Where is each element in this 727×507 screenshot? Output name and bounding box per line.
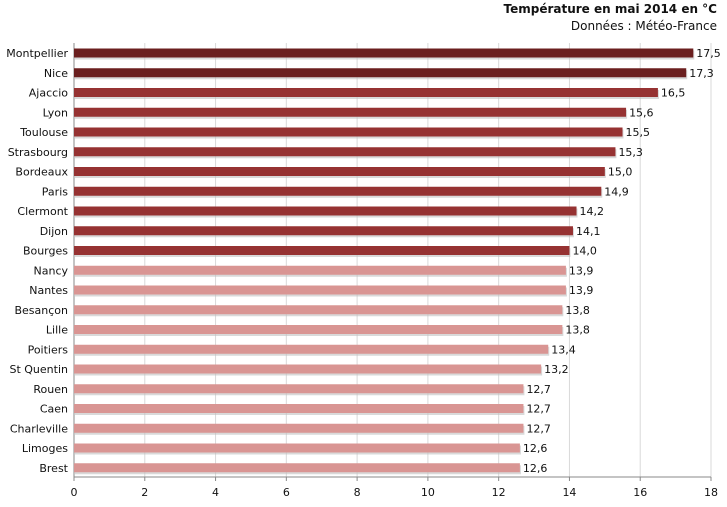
category-label: St Quentin bbox=[9, 363, 68, 376]
value-label: 13,8 bbox=[565, 304, 590, 317]
value-label: 12,6 bbox=[523, 442, 548, 455]
category-label: Bordeaux bbox=[15, 166, 68, 179]
chart-subtitle: Données : Météo-France bbox=[570, 19, 717, 33]
category-label: Nantes bbox=[29, 284, 68, 297]
value-label: 16,5 bbox=[661, 87, 686, 100]
bar-ajaccio bbox=[74, 88, 658, 97]
value-label: 15,5 bbox=[626, 126, 651, 139]
value-label: 12,6 bbox=[523, 462, 548, 475]
x-tick-label: 0 bbox=[71, 486, 78, 499]
bar-montpellier bbox=[74, 48, 694, 58]
bar-brest bbox=[74, 463, 520, 473]
x-tick-label: 12 bbox=[492, 486, 506, 499]
category-label: Lyon bbox=[43, 106, 68, 119]
bar-rouen bbox=[74, 384, 524, 394]
value-label: 15,3 bbox=[618, 146, 643, 159]
value-label: 14,2 bbox=[580, 205, 605, 218]
bar-paris bbox=[74, 186, 602, 196]
value-label: 12,7 bbox=[526, 422, 551, 435]
bar-nancy bbox=[74, 265, 566, 275]
bar-caen bbox=[74, 404, 524, 413]
bar-lyon bbox=[74, 107, 627, 117]
category-label: Brest bbox=[39, 462, 68, 475]
value-label: 14,9 bbox=[604, 185, 629, 198]
category-label: Toulouse bbox=[19, 126, 68, 139]
value-label: 14,1 bbox=[576, 225, 601, 238]
category-label: Charleville bbox=[10, 422, 68, 435]
value-label: 15,6 bbox=[629, 106, 654, 119]
bar-bordeaux bbox=[74, 167, 605, 176]
bar-nantes bbox=[74, 285, 566, 295]
chart-title: Température en mai 2014 en °C bbox=[503, 2, 718, 16]
category-label: Paris bbox=[42, 185, 68, 198]
category-label: Limoges bbox=[22, 442, 68, 455]
bar-lille bbox=[74, 325, 563, 334]
bar-poitiers bbox=[74, 344, 549, 354]
category-label: Besançon bbox=[14, 304, 68, 317]
x-tick-label: 14 bbox=[562, 486, 576, 499]
category-label: Bourges bbox=[23, 245, 68, 258]
value-label: 13,4 bbox=[551, 343, 576, 356]
bar-st-quentin bbox=[74, 364, 542, 374]
value-label: 17,3 bbox=[689, 67, 714, 80]
value-label: 13,8 bbox=[565, 324, 590, 337]
x-tick-label: 2 bbox=[141, 486, 148, 499]
category-label: Clermont bbox=[17, 205, 68, 218]
bar-charleville bbox=[74, 423, 524, 433]
value-label: 17,5 bbox=[696, 47, 721, 60]
x-tick-label: 18 bbox=[704, 486, 718, 499]
bar-limoges bbox=[74, 443, 520, 453]
x-tick-label: 10 bbox=[421, 486, 435, 499]
bar-nice bbox=[74, 68, 687, 78]
category-label: Caen bbox=[40, 403, 68, 416]
value-label: 14,0 bbox=[572, 245, 597, 258]
bar-toulouse bbox=[74, 127, 623, 137]
category-label: Rouen bbox=[33, 383, 68, 396]
bar-clermont bbox=[74, 206, 577, 216]
value-label: 13,9 bbox=[569, 284, 594, 297]
x-tick-label: 8 bbox=[354, 486, 361, 499]
value-label: 12,7 bbox=[526, 383, 551, 396]
category-label: Poitiers bbox=[28, 343, 69, 356]
bar-dijon bbox=[74, 226, 573, 236]
category-label: Montpellier bbox=[6, 47, 68, 60]
category-label: Nice bbox=[44, 67, 68, 80]
value-label: 12,7 bbox=[526, 403, 551, 416]
value-label: 13,9 bbox=[569, 264, 594, 277]
bar-bourges bbox=[74, 246, 570, 255]
category-label: Ajaccio bbox=[29, 87, 68, 100]
value-label: 15,0 bbox=[608, 166, 633, 179]
value-label: 13,2 bbox=[544, 363, 569, 376]
bar-besan-on bbox=[74, 305, 563, 315]
category-label: Dijon bbox=[40, 225, 68, 238]
category-label: Nancy bbox=[34, 264, 69, 277]
x-tick-label: 4 bbox=[212, 486, 219, 499]
category-label: Strasbourg bbox=[8, 146, 68, 159]
category-label: Lille bbox=[46, 324, 68, 337]
bar-strasbourg bbox=[74, 147, 616, 157]
x-tick-label: 6 bbox=[283, 486, 290, 499]
x-tick-label: 16 bbox=[633, 486, 647, 499]
